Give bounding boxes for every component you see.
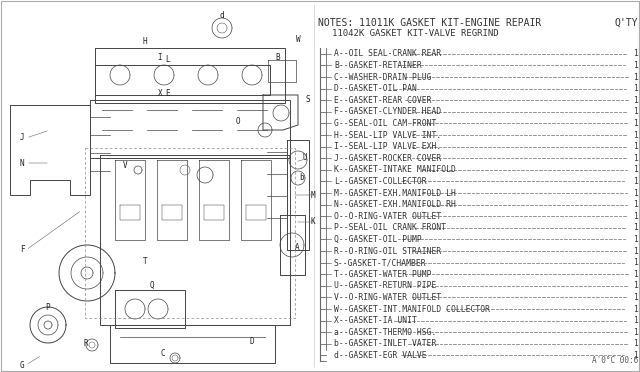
Text: G: G bbox=[20, 360, 24, 369]
Text: H--SEAL-LIP VALVE INT.: H--SEAL-LIP VALVE INT. bbox=[334, 131, 441, 140]
Text: H: H bbox=[143, 38, 147, 46]
Text: 1: 1 bbox=[633, 212, 638, 221]
Text: 1: 1 bbox=[633, 270, 638, 279]
Text: I--SEAL-LIP VALVE EXH.: I--SEAL-LIP VALVE EXH. bbox=[334, 142, 441, 151]
Text: 1: 1 bbox=[633, 84, 638, 93]
Text: D: D bbox=[250, 337, 254, 346]
Text: A--OIL SEAL-CRANK REAR: A--OIL SEAL-CRANK REAR bbox=[334, 49, 441, 58]
Text: T--GASKET-WATER PUMP: T--GASKET-WATER PUMP bbox=[334, 270, 431, 279]
Text: V--O-RING-WATER OUTLET: V--O-RING-WATER OUTLET bbox=[334, 293, 441, 302]
Text: 1: 1 bbox=[633, 328, 638, 337]
Text: G--SEAL-OIL CAM FRONT: G--SEAL-OIL CAM FRONT bbox=[334, 119, 436, 128]
Text: X: X bbox=[157, 89, 163, 97]
Text: C--WASHER-DRAIN PLUG: C--WASHER-DRAIN PLUG bbox=[334, 73, 431, 81]
Text: 1: 1 bbox=[633, 165, 638, 174]
Text: N--GASKET-EXH.MANIFOLD RH: N--GASKET-EXH.MANIFOLD RH bbox=[334, 200, 456, 209]
Text: E--GASKET-REAR COVER: E--GASKET-REAR COVER bbox=[334, 96, 431, 105]
Text: J--GASKET-ROCKER COVER: J--GASKET-ROCKER COVER bbox=[334, 154, 441, 163]
Text: M: M bbox=[310, 190, 316, 199]
Text: F: F bbox=[20, 246, 24, 254]
Text: J: J bbox=[20, 134, 24, 142]
Text: X--GASKET-IA UNIT: X--GASKET-IA UNIT bbox=[334, 316, 417, 325]
Text: M--GASKET-EXH.MANIFOLD LH: M--GASKET-EXH.MANIFOLD LH bbox=[334, 189, 456, 198]
Text: S--GASKET-T/CHAMBER: S--GASKET-T/CHAMBER bbox=[334, 258, 427, 267]
Text: A: A bbox=[294, 244, 300, 253]
Text: 1: 1 bbox=[633, 73, 638, 81]
Text: 11042K GASKET KIT-VALVE REGRIND: 11042K GASKET KIT-VALVE REGRIND bbox=[332, 29, 499, 38]
Text: 1: 1 bbox=[633, 49, 638, 58]
Text: 1: 1 bbox=[633, 223, 638, 232]
Text: W: W bbox=[296, 35, 300, 45]
Text: S: S bbox=[306, 96, 310, 105]
Text: 1: 1 bbox=[633, 131, 638, 140]
Text: Q--GASKET-OIL PUMP: Q--GASKET-OIL PUMP bbox=[334, 235, 422, 244]
Text: W--GASKET-INT.MANIFOLD COLLECTOR: W--GASKET-INT.MANIFOLD COLLECTOR bbox=[334, 305, 490, 314]
Text: 1: 1 bbox=[633, 351, 638, 360]
Text: D--GASKET-OIL PAN: D--GASKET-OIL PAN bbox=[334, 84, 417, 93]
Text: R--O-RING-OIL STRAINER: R--O-RING-OIL STRAINER bbox=[334, 247, 441, 256]
Text: Q'TY: Q'TY bbox=[614, 18, 638, 28]
Text: 1: 1 bbox=[633, 247, 638, 256]
Text: O--O-RING-VATER OUTLET: O--O-RING-VATER OUTLET bbox=[334, 212, 441, 221]
Text: E: E bbox=[166, 89, 170, 97]
Text: 1: 1 bbox=[633, 119, 638, 128]
Text: 1: 1 bbox=[633, 339, 638, 348]
Text: U--GASKET-RETURN PIPE: U--GASKET-RETURN PIPE bbox=[334, 281, 436, 290]
Text: 1: 1 bbox=[633, 96, 638, 105]
Text: K--GASKET-INTAKE MANIFOLD: K--GASKET-INTAKE MANIFOLD bbox=[334, 165, 456, 174]
Text: 1: 1 bbox=[633, 258, 638, 267]
Text: d: d bbox=[220, 10, 224, 19]
Text: 1: 1 bbox=[633, 200, 638, 209]
Text: T: T bbox=[143, 257, 147, 266]
Text: R: R bbox=[84, 339, 88, 347]
Text: F--GASKET-CLYNDER HEAD: F--GASKET-CLYNDER HEAD bbox=[334, 107, 441, 116]
Text: 1: 1 bbox=[633, 142, 638, 151]
Text: 1: 1 bbox=[633, 316, 638, 325]
Text: 1: 1 bbox=[633, 189, 638, 198]
Text: I: I bbox=[157, 52, 163, 61]
Text: V: V bbox=[123, 160, 127, 170]
Text: 1: 1 bbox=[633, 293, 638, 302]
Text: L--GASKET-COLLECTOR: L--GASKET-COLLECTOR bbox=[334, 177, 427, 186]
Text: P: P bbox=[45, 304, 51, 312]
Text: B: B bbox=[276, 52, 280, 61]
Text: 1: 1 bbox=[633, 235, 638, 244]
Text: a--GASKET-THERMO HSG.: a--GASKET-THERMO HSG. bbox=[334, 328, 436, 337]
Text: b: b bbox=[300, 173, 304, 183]
Text: U: U bbox=[303, 154, 307, 163]
Text: 1: 1 bbox=[633, 305, 638, 314]
Text: b--GASKET-INLET VATER: b--GASKET-INLET VATER bbox=[334, 339, 436, 348]
Text: 1: 1 bbox=[633, 154, 638, 163]
Text: 1: 1 bbox=[633, 107, 638, 116]
Text: Q: Q bbox=[150, 280, 154, 289]
Text: K: K bbox=[310, 218, 316, 227]
Text: A'0°C 00:6: A'0°C 00:6 bbox=[592, 356, 638, 365]
Text: B--GASKET-RETAINER: B--GASKET-RETAINER bbox=[334, 61, 422, 70]
Text: NOTES: 11011K GASKET KIT-ENGINE REPAIR: NOTES: 11011K GASKET KIT-ENGINE REPAIR bbox=[318, 18, 541, 28]
Text: P--SEAL-OIL CRANK FRONT: P--SEAL-OIL CRANK FRONT bbox=[334, 223, 446, 232]
Text: C: C bbox=[161, 349, 165, 357]
Text: L: L bbox=[166, 55, 170, 64]
Text: 1: 1 bbox=[633, 61, 638, 70]
Text: N: N bbox=[20, 158, 24, 167]
Text: O: O bbox=[236, 118, 240, 126]
Text: 1: 1 bbox=[633, 177, 638, 186]
Text: 1: 1 bbox=[633, 281, 638, 290]
Text: d--GASKET-EGR VALVE: d--GASKET-EGR VALVE bbox=[334, 351, 427, 360]
